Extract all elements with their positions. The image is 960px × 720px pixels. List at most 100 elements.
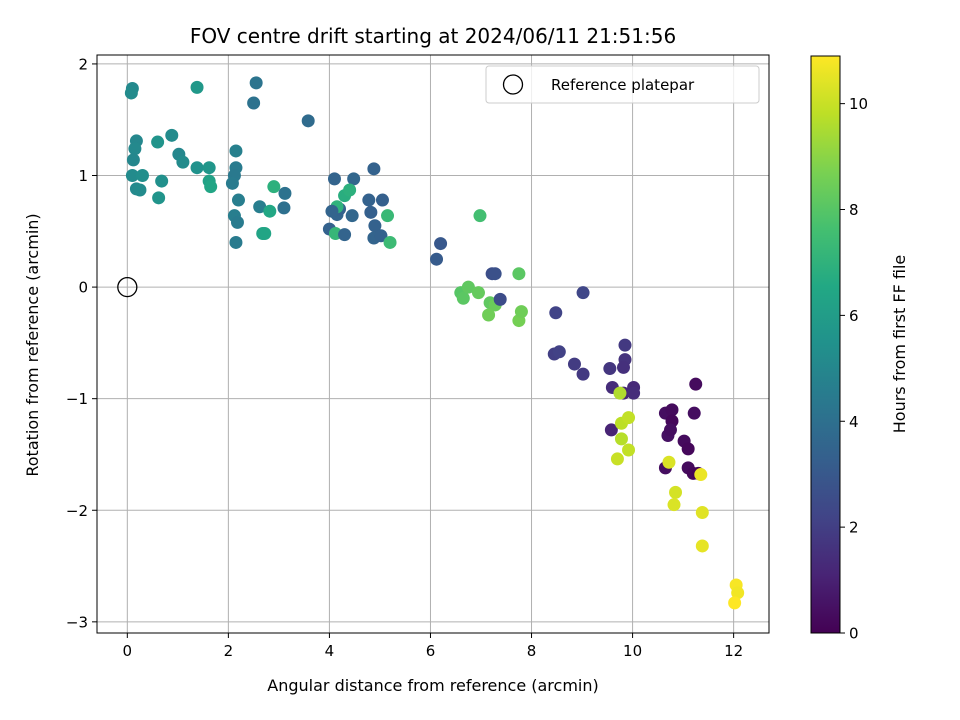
data-point xyxy=(567,357,581,371)
data-point xyxy=(665,403,679,417)
data-point xyxy=(128,142,142,156)
data-point xyxy=(190,80,204,94)
y-axis-ticks: −3 −2 −1 0 1 2 xyxy=(66,55,97,631)
data-point xyxy=(552,345,566,359)
colorbar-tick-label: 10 xyxy=(849,95,868,113)
data-point xyxy=(383,235,397,249)
data-point xyxy=(627,386,641,400)
colorbar-gradient xyxy=(810,55,841,634)
data-point xyxy=(204,180,218,194)
colorbar-label: Hours from first FF file xyxy=(890,255,909,434)
legend-entry-reference: Reference platepar xyxy=(551,76,695,94)
x-tick-label: 2 xyxy=(224,642,234,660)
data-point xyxy=(375,193,389,207)
data-point xyxy=(125,169,139,183)
data-point xyxy=(253,200,267,214)
data-point xyxy=(549,306,563,320)
data-point xyxy=(604,423,618,437)
data-point xyxy=(190,161,204,175)
data-point xyxy=(124,86,138,100)
data-point xyxy=(362,193,376,207)
data-point xyxy=(610,452,624,466)
data-point xyxy=(689,377,703,391)
data-point xyxy=(231,193,245,207)
data-point xyxy=(434,237,448,251)
y-tick-label: −1 xyxy=(66,390,88,408)
data-point xyxy=(151,135,165,149)
colorbar-tick-label: 2 xyxy=(849,519,859,537)
data-point xyxy=(229,144,243,158)
data-point xyxy=(687,406,701,420)
x-tick-label: 10 xyxy=(623,642,642,660)
data-point xyxy=(133,183,147,197)
data-point xyxy=(165,128,179,142)
y-tick-label: 0 xyxy=(78,279,88,297)
data-point xyxy=(368,219,382,233)
data-point xyxy=(343,183,357,197)
data-point xyxy=(614,432,628,446)
data-point xyxy=(613,386,627,400)
data-point xyxy=(249,76,263,90)
data-point xyxy=(681,442,695,456)
colorbar: 0 2 4 6 8 10 Hours from first FF file xyxy=(810,55,909,643)
y-axis-label: Rotation from reference (arcmin) xyxy=(23,213,42,476)
y-tick-label: −3 xyxy=(66,613,88,631)
data-point xyxy=(473,209,487,223)
colorbar-tick-label: 6 xyxy=(849,307,859,325)
data-point xyxy=(482,308,496,322)
data-point xyxy=(663,423,677,437)
data-point xyxy=(488,267,502,281)
x-tick-label: 8 xyxy=(527,642,537,660)
data-point xyxy=(263,204,277,218)
data-point xyxy=(247,96,261,110)
data-point xyxy=(202,161,216,175)
data-point xyxy=(622,411,636,425)
data-point xyxy=(367,162,381,176)
data-point xyxy=(347,172,361,186)
x-tick-label: 0 xyxy=(123,642,133,660)
data-point xyxy=(126,153,140,167)
data-point xyxy=(667,498,681,512)
data-point xyxy=(512,267,526,281)
data-point xyxy=(267,180,281,194)
data-point xyxy=(731,586,745,600)
y-tick-label: −2 xyxy=(66,502,88,520)
data-point xyxy=(345,209,359,223)
data-point xyxy=(225,176,239,190)
data-point xyxy=(325,204,339,218)
data-point xyxy=(374,229,388,243)
data-point xyxy=(669,485,683,499)
data-point xyxy=(152,191,166,205)
x-tick-label: 6 xyxy=(426,642,436,660)
data-point xyxy=(695,505,709,519)
data-points xyxy=(124,76,745,610)
data-point xyxy=(618,338,632,352)
data-point xyxy=(230,215,244,229)
data-point xyxy=(338,228,352,242)
data-point xyxy=(616,360,630,374)
data-point xyxy=(327,172,341,186)
data-point xyxy=(135,169,149,183)
data-point xyxy=(258,227,272,241)
data-point xyxy=(176,155,190,169)
data-point xyxy=(277,201,291,215)
data-point xyxy=(576,286,590,300)
data-point xyxy=(381,209,395,223)
colorbar-tick-label: 0 xyxy=(849,625,859,643)
x-axis-ticks: 0 2 4 6 8 10 12 xyxy=(123,633,743,660)
data-point xyxy=(301,114,315,128)
data-point xyxy=(603,362,617,376)
colorbar-ticks: 0 2 4 6 8 10 xyxy=(840,95,868,643)
colorbar-tick-label: 4 xyxy=(849,413,859,431)
legend-reference-marker xyxy=(502,74,524,95)
legend-box xyxy=(485,65,760,104)
colorbar-tick-label: 8 xyxy=(849,201,859,219)
x-tick-label: 12 xyxy=(724,642,743,660)
plot-area xyxy=(96,54,770,634)
data-point xyxy=(728,596,742,610)
y-tick-label: 1 xyxy=(78,167,88,185)
data-point xyxy=(622,443,636,457)
legend: Reference platepar xyxy=(485,65,760,104)
data-point xyxy=(471,286,485,300)
